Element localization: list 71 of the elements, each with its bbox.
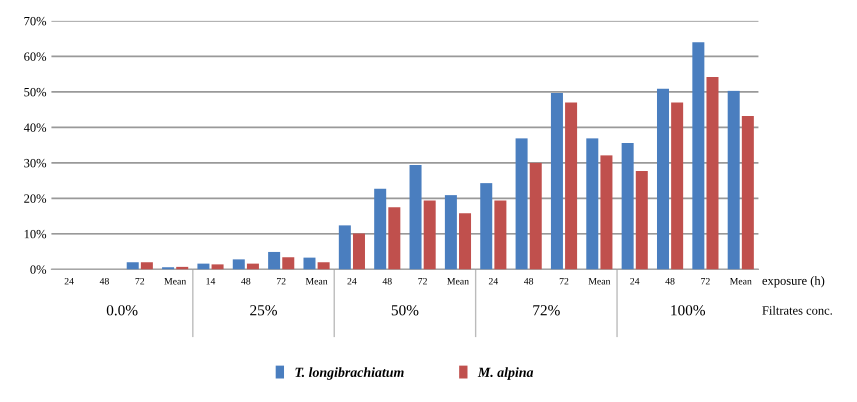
bar	[636, 171, 648, 270]
y-tick-label: 40%	[24, 123, 46, 132]
bar	[318, 262, 330, 270]
bar	[410, 164, 422, 270]
y-tick-label: 60%	[24, 52, 46, 61]
text: 72%	[533, 305, 560, 316]
x-tick-label: 24	[64, 278, 74, 284]
bar	[656, 88, 670, 270]
bar	[692, 42, 704, 270]
bar	[212, 264, 224, 270]
bar	[530, 162, 542, 270]
bar	[600, 155, 612, 270]
bar	[303, 258, 316, 270]
x-tick-label: 24	[630, 278, 640, 284]
bar	[232, 259, 245, 270]
text: Filtrates conc.	[762, 306, 832, 315]
bar	[565, 102, 578, 270]
x-tick-label: 48	[524, 278, 534, 285]
x-tick-label: 48	[382, 278, 392, 285]
x-tick-label: 72	[560, 278, 568, 284]
bar	[550, 92, 563, 270]
bar	[706, 76, 718, 270]
text: exposure (h)	[762, 276, 824, 288]
x-tick-label: Mean	[730, 278, 752, 285]
y-tick-label: 70%	[24, 16, 46, 26]
x-tick-label: 48	[100, 278, 109, 285]
x-tick-label: Mean	[306, 278, 328, 285]
text: 50%	[392, 305, 418, 316]
bar	[374, 188, 386, 270]
y-tick-label: 50%	[24, 88, 46, 96]
x-tick-label: 24	[347, 278, 357, 284]
bar	[444, 195, 457, 270]
text: 25%	[250, 305, 278, 316]
x-tick-label: Mean	[164, 278, 186, 285]
x-tick-label: 48	[241, 278, 250, 285]
legend-label: T. longibrachiatum	[295, 367, 404, 380]
y-tick-label: 0%	[30, 265, 46, 274]
x-tick-label: Mean	[447, 278, 469, 285]
bar	[140, 262, 153, 270]
y-tick-label: 20%	[24, 194, 46, 203]
legend-label: M. alpina	[478, 367, 534, 380]
bar	[742, 116, 754, 270]
y-tick-label: 10%	[24, 230, 46, 238]
bar	[586, 138, 598, 270]
bar	[516, 138, 528, 270]
x-tick-label: 72	[701, 278, 710, 284]
text: 0.0%	[106, 305, 138, 316]
x-tick-label: 24	[488, 278, 498, 284]
y-tick-label: 30%	[24, 158, 46, 168]
bar	[338, 225, 351, 270]
x-tick-label: 72	[276, 278, 286, 284]
bar	[494, 200, 506, 270]
bar	[480, 183, 492, 270]
bar	[388, 207, 400, 270]
bar	[126, 262, 139, 270]
bar	[728, 90, 740, 270]
x-tick-label: 14	[206, 278, 216, 284]
bar	[282, 257, 294, 270]
x-tick-label: 48	[665, 278, 675, 285]
text: 100%	[671, 305, 706, 316]
bar	[246, 264, 259, 270]
bar	[459, 213, 472, 270]
bar	[424, 200, 436, 270]
bar	[671, 102, 684, 270]
bar	[268, 252, 280, 270]
x-tick-label: 72	[418, 278, 427, 284]
x-tick-label: 72	[136, 278, 144, 284]
x-tick-label: Mean	[588, 278, 610, 285]
bar	[352, 233, 365, 270]
bar	[622, 142, 634, 270]
bar	[197, 264, 210, 270]
